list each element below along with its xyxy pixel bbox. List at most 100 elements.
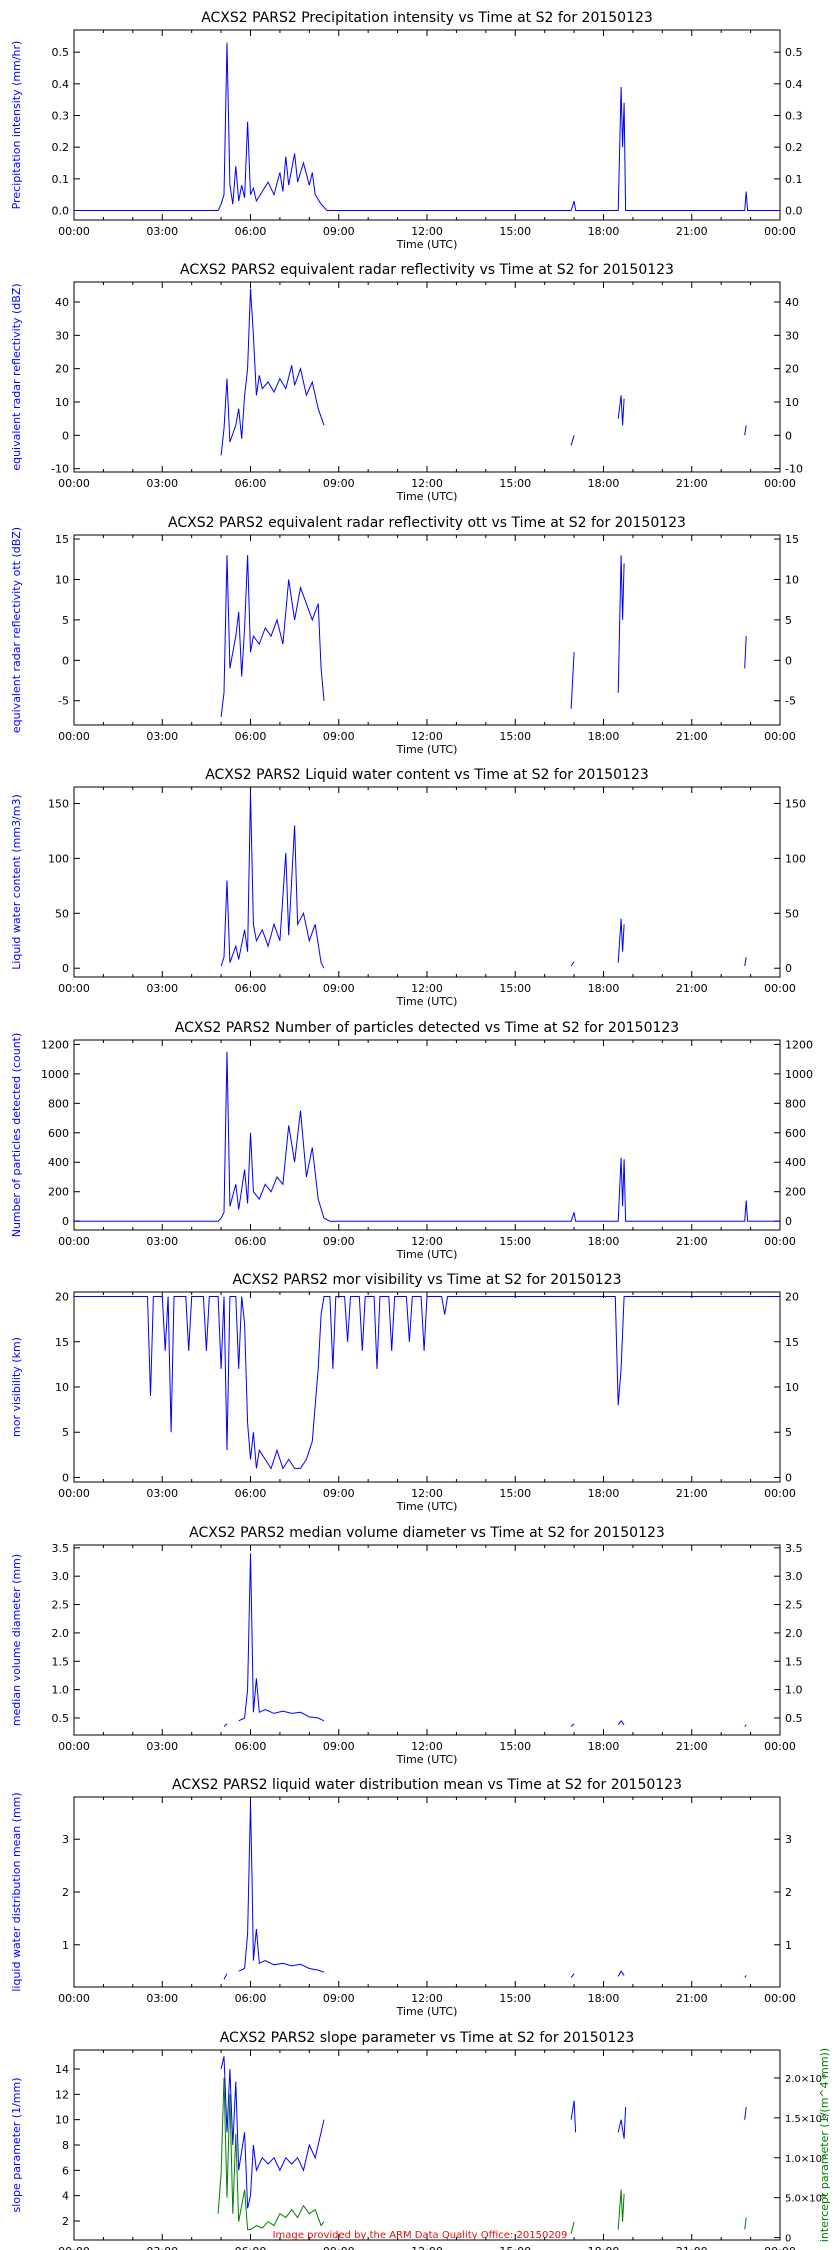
series-line <box>223 1973 228 1980</box>
series-line <box>238 1802 325 1973</box>
y-tick-label: 14 <box>55 2063 69 2076</box>
y-tick-label: 3.0 <box>52 1570 70 1583</box>
y-tick-label: 150 <box>48 797 69 810</box>
y-axis-label: median volume diameter (mm) <box>10 1554 23 1726</box>
x-tick-label: 15:00 <box>499 477 531 490</box>
x-tick-label: 00:00 <box>764 1992 796 2005</box>
x-tick-label: 00:00 <box>58 225 90 238</box>
chart-title: ACXS2 PARS2 Number of particles detected… <box>175 1020 679 1036</box>
x-tick-label: 18:00 <box>588 982 620 995</box>
x-tick-label: 15:00 <box>499 982 531 995</box>
x-tick-label: 00:00 <box>764 1740 796 1753</box>
y-tick-label: 0.1 <box>52 173 70 186</box>
x-tick-label: 03:00 <box>146 1740 178 1753</box>
chart-title: ACXS2 PARS2 slope parameter vs Time at S… <box>220 2030 635 2046</box>
credit-note: Image provided by the ARM Data Quality O… <box>272 2230 568 2241</box>
y-tick-label: 2 <box>62 1886 69 1899</box>
x-tick-label: 12:00 <box>411 2245 443 2250</box>
y-tick-label-right: 0.4 <box>785 78 803 91</box>
series-line <box>74 42 780 211</box>
series-line <box>238 1553 325 1722</box>
x-tick-label: 21:00 <box>676 730 708 743</box>
x-tick-label: 09:00 <box>323 1235 355 1248</box>
y-axis-label: Liquid water content (mm3/m3) <box>10 794 23 970</box>
x-tick-label: 21:00 <box>676 982 708 995</box>
y-tick-label-right: 800 <box>785 1097 806 1110</box>
y-tick-label-right: -5 <box>785 695 796 708</box>
y-axis-label: Precipitation intensity (mm/hr) <box>10 41 23 210</box>
series-line <box>570 2100 577 2133</box>
y-tick-label-right: 3.0 <box>785 1570 803 1583</box>
chart-title: ACXS2 PARS2 Liquid water content vs Time… <box>205 767 649 783</box>
series-line <box>744 636 747 669</box>
y-tick-label: 600 <box>48 1127 69 1140</box>
y-tick-label-right: 20 <box>785 363 799 376</box>
x-tick-label: 09:00 <box>323 225 355 238</box>
series-line <box>220 288 325 456</box>
x-tick-label: 21:00 <box>676 1487 708 1500</box>
y-tick-label-right: 100 <box>785 852 806 865</box>
y-tick-label: 0.5 <box>52 1712 70 1725</box>
series-line <box>744 1975 747 1978</box>
chart-title: ACXS2 PARS2 median volume diameter vs Ti… <box>189 1525 665 1541</box>
y-tick-label-right: 0 <box>785 654 792 667</box>
x-tick-label: 18:00 <box>588 1992 620 2005</box>
y-tick-label: 10 <box>55 573 69 586</box>
y-tick-label-right: 1 <box>785 1939 792 1952</box>
y-tick-label-right: 40 <box>785 296 799 309</box>
series-line <box>220 2056 325 2209</box>
x-tick-label: 06:00 <box>235 1235 267 1248</box>
x-tick-label: 18:00 <box>588 477 620 490</box>
x-tick-label: 15:00 <box>499 2245 531 2250</box>
x-tick-label: 03:00 <box>146 730 178 743</box>
y-tick-label: 1.0 <box>52 1684 70 1697</box>
series-line <box>744 2217 747 2230</box>
series-line <box>617 2106 627 2139</box>
y-tick-label: 0.5 <box>52 46 70 59</box>
x-tick-label: 18:00 <box>588 1235 620 1248</box>
y-tick-label: 5 <box>62 1426 69 1439</box>
x-tick-label: 09:00 <box>323 1740 355 1753</box>
plot-frame <box>73 1796 781 1988</box>
x-tick-label: 06:00 <box>235 2245 267 2250</box>
y-axis-label: Number of particles detected (count) <box>10 1033 23 1238</box>
series-line <box>744 957 747 967</box>
series-line <box>220 792 325 969</box>
x-tick-label: 15:00 <box>499 1992 531 2005</box>
y-tick-label: 50 <box>55 907 69 920</box>
y-tick-label-right: 5 <box>785 614 792 627</box>
y-tick-label-right: 10 <box>785 396 799 409</box>
x-tick-label: 06:00 <box>235 1740 267 1753</box>
y-tick-label-right: 200 <box>785 1186 806 1199</box>
y-tick-label-right: 0.1 <box>785 173 803 186</box>
y-tick-label-right: 10 <box>785 573 799 586</box>
y-tick-label: 0.2 <box>52 141 70 154</box>
x-tick-label: 18:00 <box>588 1740 620 1753</box>
series-line <box>223 1723 228 1727</box>
x-tick-label: 21:00 <box>676 225 708 238</box>
x-tick-label: 09:00 <box>323 1487 355 1500</box>
y-tick-label: 0 <box>62 1471 69 1484</box>
y-tick-label-right: 10 <box>785 1381 799 1394</box>
plot-frame <box>73 1544 781 1736</box>
y-tick-label: -10 <box>51 463 69 476</box>
x-tick-label: 09:00 <box>323 730 355 743</box>
chart-title: ACXS2 PARS2 Precipitation intensity vs T… <box>201 10 653 26</box>
y-axis-label-right: intercept parameter (1/(m^4 mm)) <box>818 2048 831 2242</box>
y-tick-label-right: 2 <box>785 1886 792 1899</box>
y-tick-label-right: 20 <box>785 1291 799 1304</box>
y-tick-label-right: 3 <box>785 1833 792 1846</box>
y-tick-label-right: 5.0×10⁵ <box>785 2194 826 2205</box>
y-tick-label-right: 5 <box>785 1426 792 1439</box>
y-tick-label: 0.0 <box>52 205 70 218</box>
x-tick-label: 00:00 <box>58 1992 90 2005</box>
x-axis-label: Time (UTC) <box>396 1500 458 1513</box>
y-tick-label: 0 <box>62 962 69 975</box>
x-tick-label: 00:00 <box>58 1235 90 1248</box>
series-line <box>570 2221 575 2234</box>
y-tick-label: 3 <box>62 1833 69 1846</box>
x-tick-label: 00:00 <box>764 1235 796 1248</box>
x-tick-label: 21:00 <box>676 477 708 490</box>
x-tick-label: 15:00 <box>499 730 531 743</box>
y-tick-label-right: 2.0×10⁶ <box>785 2074 826 2085</box>
